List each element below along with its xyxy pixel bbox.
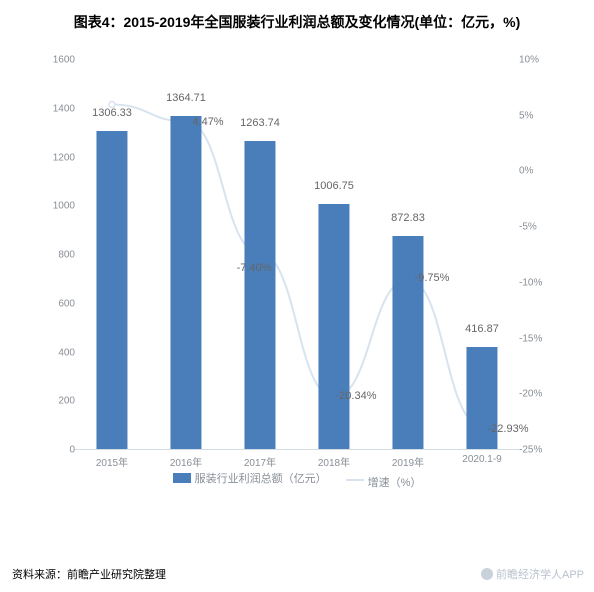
source-attribution: 资料来源：前瞻产业研究院整理	[12, 566, 166, 582]
watermark: 前瞻经济学人APP	[481, 566, 584, 582]
legend-line-swatch	[346, 479, 364, 481]
legend-line-label: 增速（%）	[368, 474, 422, 490]
legend-bar-label: 服装行业利润总额（亿元）	[195, 470, 327, 486]
legend-bar: 服装行业利润总额（亿元）	[173, 470, 327, 486]
xtick: 2018年	[318, 454, 350, 469]
line-label: -9.75%	[415, 272, 450, 284]
ytick-right: -15%	[519, 333, 549, 344]
chart-area: 02004006008001000120014001600 -25%-20%-1…	[45, 60, 549, 490]
ytick-left: 400	[45, 347, 75, 358]
ytick-right: -5%	[519, 222, 549, 233]
xtick: 2015年	[96, 454, 128, 469]
bar-label: 1306.33	[92, 107, 132, 119]
ytick-left: 1400	[45, 103, 75, 114]
bar-label: 872.83	[391, 212, 425, 224]
bar-label: 416.87	[465, 323, 499, 335]
line-label: -22.93%	[488, 423, 529, 435]
plot-region: 1306.33 1364.71 1263.74 1006.75 872.83 416.87…	[75, 60, 519, 450]
watermark-text: 前瞻经济学人APP	[496, 566, 584, 582]
line-label: -7.40%	[237, 262, 272, 274]
ytick-left: 0	[45, 445, 75, 456]
ytick-right: -25%	[519, 445, 549, 456]
ytick-left: 600	[45, 298, 75, 309]
line-label: 4.47%	[192, 116, 223, 128]
ytick-left: 200	[45, 396, 75, 407]
bar	[96, 131, 127, 449]
bar-label: 1364.71	[166, 92, 206, 104]
xtick: 2019年	[392, 454, 424, 469]
xtick: 2016年	[170, 454, 202, 469]
bar	[392, 236, 423, 449]
xtick: 2020.1-9	[462, 454, 501, 465]
line-series	[75, 60, 519, 449]
x-axis: 2015年 2016年 2017年 2018年 2019年 2020.1-9	[75, 454, 519, 470]
line-label: -20.34%	[336, 390, 377, 402]
bar	[244, 141, 275, 449]
chart-title: 图表4：2015-2019年全国服装行业利润总额及变化情况(单位：亿元，%)	[0, 0, 594, 40]
ytick-left: 1000	[45, 201, 75, 212]
y-axis-left: 02004006008001000120014001600	[45, 60, 75, 450]
line-path	[112, 104, 482, 426]
ytick-left: 1600	[45, 55, 75, 66]
legend-line: 增速（%）	[346, 474, 422, 490]
ytick-right: 10%	[519, 55, 549, 66]
bar-label: 1263.74	[240, 117, 280, 129]
ytick-right: 5%	[519, 110, 549, 121]
bar-label: 1006.75	[314, 180, 354, 192]
bar	[170, 116, 201, 449]
watermark-icon	[481, 568, 493, 580]
legend-bar-swatch	[173, 473, 191, 483]
ytick-right: 0%	[519, 166, 549, 177]
legend: 服装行业利润总额（亿元） 增速（%）	[75, 470, 519, 490]
bar	[318, 204, 349, 449]
xtick: 2017年	[244, 454, 276, 469]
ytick-right: -20%	[519, 389, 549, 400]
ytick-right: -10%	[519, 277, 549, 288]
ytick-left: 1200	[45, 152, 75, 163]
y-axis-right: -25%-20%-15%-10%-5%0%5%10%	[519, 60, 549, 450]
ytick-left: 800	[45, 250, 75, 261]
